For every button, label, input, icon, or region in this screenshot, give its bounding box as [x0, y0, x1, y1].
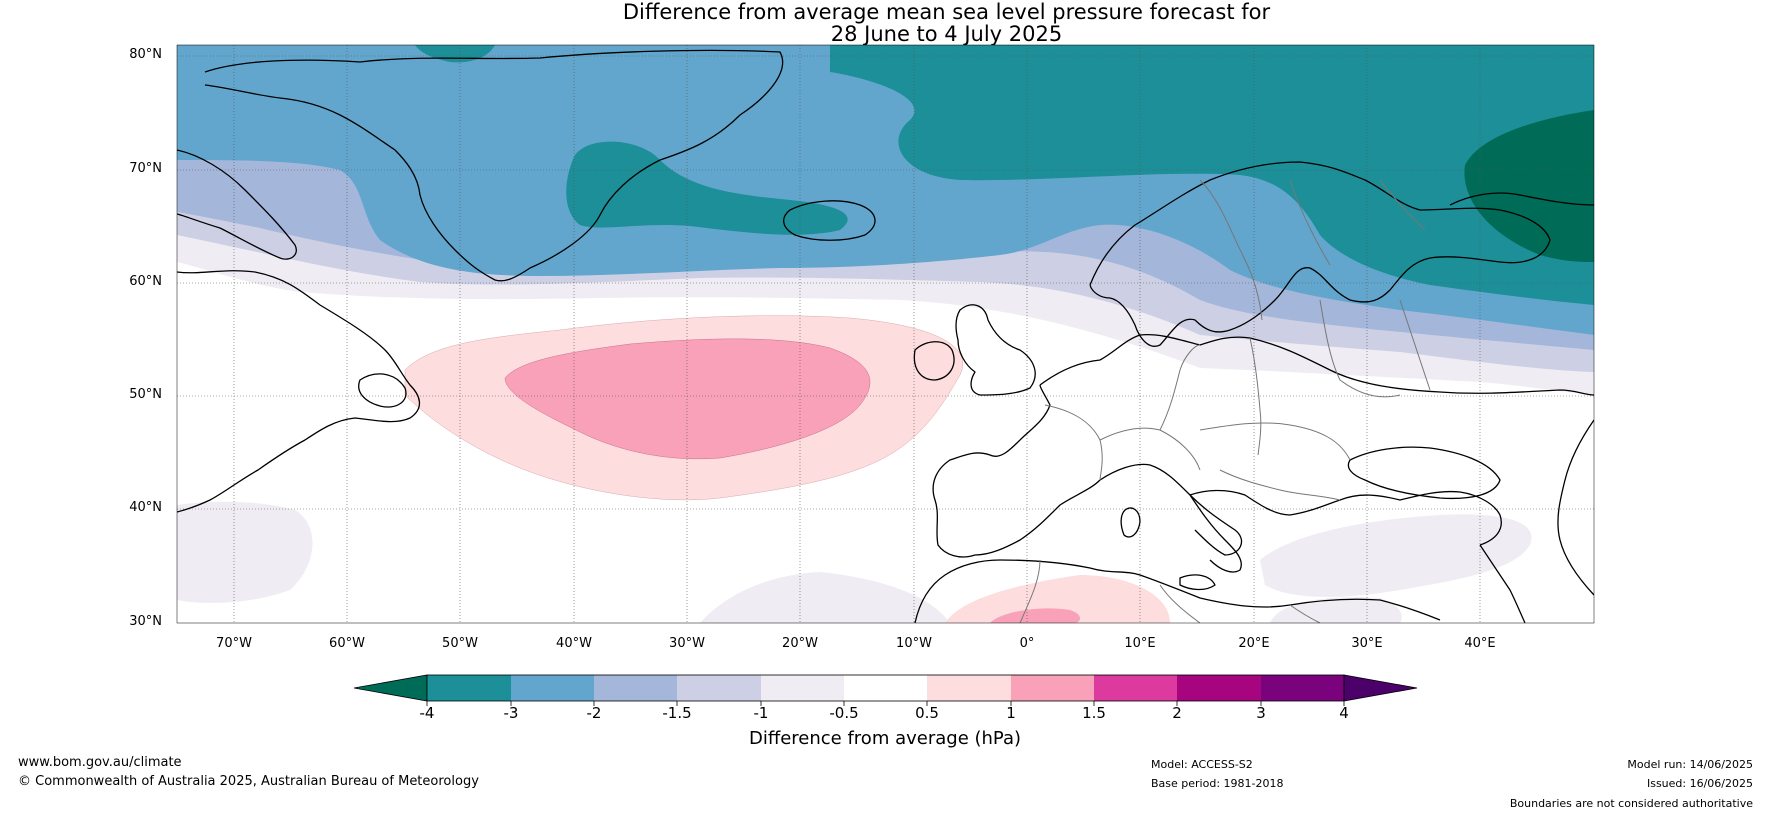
- lon-label-20w: 20°W: [782, 636, 818, 651]
- colorbar-tick: 3: [1256, 704, 1266, 722]
- kola-coast: [1449, 192, 1594, 206]
- colorbar-tick: 4: [1339, 704, 1349, 722]
- baffin-coast: [177, 149, 297, 260]
- map-area: [177, 45, 1594, 623]
- anomaly-band-plus-1: [504, 338, 871, 460]
- colorbar-tick: -3: [503, 704, 519, 722]
- colorbar-title: Difference from average (hPa): [748, 728, 1022, 749]
- colorbar-tick: -2: [586, 704, 602, 722]
- great-britain-coast: [955, 304, 1036, 396]
- anomaly-patch-north-africa-plus1: [990, 608, 1080, 623]
- colorbar-bin: [1011, 675, 1094, 701]
- lat-label-80n: 80°N: [129, 47, 162, 62]
- colorbar-extend-high: [1343, 674, 1418, 702]
- lon-label-30e: 30°E: [1351, 636, 1383, 651]
- anomaly-patch-greenland-sea: [566, 141, 848, 235]
- colorbar-bin: [427, 675, 511, 701]
- bom-website-link[interactable]: www.bom.gov.au/climate: [18, 755, 182, 770]
- black-sea-coast: [1347, 446, 1501, 500]
- lat-label-70n: 70°N: [129, 161, 162, 176]
- map-title-line2: 28 June to 4 July 2025: [830, 22, 1063, 46]
- colorbar-bin: [594, 675, 677, 701]
- colorbar-extend-low: [353, 674, 428, 702]
- lon-label-40w: 40°W: [556, 636, 592, 651]
- middle-east-coast: [1557, 419, 1594, 596]
- colorbar-tick: 0.5: [915, 704, 939, 722]
- colorbar-bin: [844, 675, 927, 701]
- anomaly-patch-eastern-med: [1260, 514, 1532, 623]
- iceland-coast: [783, 200, 876, 241]
- map-title-line1: Difference from average mean sea level p…: [622, 0, 1271, 24]
- lon-label-0: 0°: [1019, 636, 1035, 651]
- colorbar-tick: 1: [1006, 704, 1016, 722]
- colorbar-tick: 2: [1172, 704, 1182, 722]
- colorbar-tick: 1.5: [1082, 704, 1106, 722]
- colorbar-tick: -1: [753, 704, 769, 722]
- base-period: Base period: 1981-2018: [1151, 777, 1284, 790]
- france-coast: [1019, 384, 1051, 441]
- newfoundland-coast: [358, 373, 407, 408]
- north-africa-coast: [914, 559, 1441, 623]
- lat-label-50n: 50°N: [129, 387, 162, 402]
- greenland-coast: [204, 49, 784, 282]
- iberia-coast: [932, 439, 1101, 558]
- italy-coast: [1189, 494, 1242, 573]
- anomaly-patch-north-africa: [945, 575, 1170, 623]
- copyright-notice: © Commonwealth of Australia 2025, Austra…: [18, 774, 479, 789]
- colorbar-bin: [511, 675, 594, 701]
- colorbar-tick: -1.5: [662, 704, 692, 722]
- anomaly-patch-south-negative-2: [700, 572, 950, 623]
- sardinia-coast: [1120, 507, 1141, 538]
- canada-coast: [177, 270, 421, 513]
- lon-label-70w: 70°W: [216, 636, 252, 651]
- colorbar-bin: [1094, 675, 1177, 701]
- sicily-coast: [1179, 574, 1216, 591]
- lat-label-60n: 60°N: [129, 274, 162, 289]
- colorbar-bin: [761, 675, 844, 701]
- map-frame: [176, 44, 1595, 624]
- lon-label-60w: 60°W: [329, 636, 365, 651]
- lon-label-50w: 50°W: [442, 636, 478, 651]
- lat-label-30n: 30°N: [129, 614, 162, 629]
- lat-label-40n: 40°N: [129, 500, 162, 515]
- colorbar-bin: [677, 675, 761, 701]
- anomaly-patch-south-negative: [177, 501, 313, 603]
- ireland-coast: [913, 341, 955, 381]
- lon-label-40e: 40°E: [1464, 636, 1496, 651]
- colorbar-tick: -4: [419, 704, 435, 722]
- levant-coast: [1479, 544, 1526, 623]
- mediterranean-north-coast: [1099, 463, 1502, 556]
- issued-date: Issued: 16/06/2025: [1646, 777, 1753, 790]
- colorbar-tick: -0.5: [829, 704, 859, 722]
- lon-label-20e: 20°E: [1238, 636, 1270, 651]
- model-name: Model: ACCESS-S2: [1151, 758, 1253, 771]
- country-borders: [1019, 179, 1431, 623]
- lon-label-10e: 10°E: [1124, 636, 1156, 651]
- colorbar: [353, 674, 1418, 706]
- graticule: [177, 45, 1594, 623]
- anomaly-band-minus-3: [830, 45, 1594, 305]
- lon-label-10w: 10°W: [896, 636, 932, 651]
- model-run-date: Model run: 14/06/2025: [1627, 758, 1753, 771]
- norway-coast: [1089, 161, 1551, 347]
- boundaries-disclaimer: Boundaries are not considered authoritat…: [1509, 797, 1753, 810]
- coastlines: [177, 49, 1594, 623]
- lon-label-30w: 30°W: [669, 636, 705, 651]
- colorbar-bin: [1177, 675, 1261, 701]
- colorbar-bin: [927, 675, 1011, 701]
- colorbar-bin: [1261, 675, 1344, 701]
- anomaly-band-minus-4: [1464, 110, 1594, 262]
- europe-coast: [1039, 334, 1594, 396]
